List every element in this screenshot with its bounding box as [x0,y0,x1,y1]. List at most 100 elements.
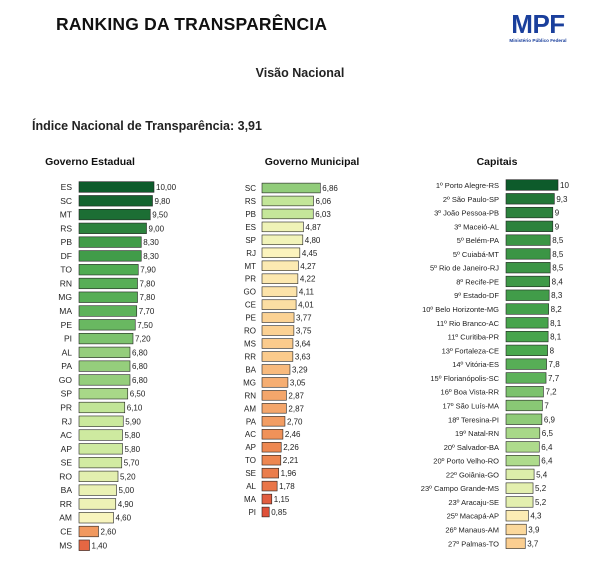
bar [505,413,543,425]
bar [78,443,123,455]
value-label: 7,80 [140,293,156,302]
value-label: 9,80 [155,197,171,206]
category-label: 5º Rio de Janeiro-RJ [430,264,499,273]
value-label: 2,46 [285,430,301,439]
bar [505,358,547,370]
category-label: 3º Maceió-AL [454,222,499,231]
bar [505,482,534,494]
category-label: PE [245,314,256,323]
chart-title-capitais: Capitais [477,156,518,168]
bar [261,390,287,401]
bar [261,493,273,505]
bar [505,523,527,536]
category-label: 11º Curitiba-PR [448,333,500,342]
value-label: 7 [544,401,549,410]
category-label: SE [245,469,256,478]
bar [78,484,117,496]
value-label: 9,00 [149,224,165,233]
value-label: 7,50 [137,321,153,330]
value-label: 6,80 [132,362,148,371]
category-label: 25º Macapá-AP [447,512,499,521]
bar [78,181,155,193]
bar [78,208,151,221]
value-label: 4,45 [302,249,318,258]
value-label: 2,87 [288,404,304,413]
bar [505,441,540,453]
bar [505,248,551,260]
bar [78,374,131,386]
value-label: 6,4 [541,457,553,466]
value-label: 8,3 [551,291,563,300]
value-label: 7,20 [135,335,151,344]
value-label: 8,1 [550,319,562,328]
bar [261,351,294,362]
category-label: 16º Boa Vista-RR [441,388,500,397]
category-label: GO [59,375,73,385]
category-label: PA [246,417,257,426]
category-label: MT [60,210,72,220]
subtitle: Visão Nacional [255,66,345,80]
category-label: 5º Belém-PA [457,236,499,245]
value-label: 3,75 [296,327,312,336]
mpf-logo: MPF Ministério Público Federal [502,10,574,44]
bar [261,273,299,284]
category-label: RR [244,352,256,361]
value-label: 5,90 [125,417,141,426]
value-label: 7,90 [140,266,156,275]
value-label: 6,03 [315,210,331,219]
bar [261,195,314,207]
category-label: GO [244,288,256,297]
category-label: MS [59,540,72,550]
category-label: 23º Aracaju-SE [448,498,499,507]
category-label: SE [61,458,73,468]
value-label: 6,10 [127,403,143,412]
value-label: 5,2 [535,498,547,507]
category-label: RN [244,391,256,400]
category-label: PE [61,320,73,330]
category-label: AP [61,444,73,454]
value-label: 3,77 [296,314,312,323]
value-label: 8,30 [143,252,159,261]
logo-text: MPF [511,9,565,39]
bar [78,470,119,482]
bar [261,234,304,246]
category-label: PB [245,210,256,219]
value-label: 8,4 [552,277,564,286]
bar [261,182,321,194]
bar [78,429,123,441]
bar [505,234,551,246]
value-label: 0,85 [271,508,287,517]
value-label: 9 [555,209,560,218]
national-index-label: Índice Nacional de Transparência: 3,91 [32,119,262,133]
value-label: 4,60 [116,514,132,523]
bar [505,496,534,508]
category-label: SP [245,236,256,245]
value-label: 10,00 [156,183,177,192]
value-label: 8 [550,346,555,355]
value-label: 5,80 [125,445,141,454]
value-label: 4,90 [118,500,134,509]
category-label: CE [60,527,72,537]
category-label: PB [61,237,73,247]
value-label: 2,60 [101,528,117,537]
value-label: 7,80 [140,279,156,288]
bar [78,195,153,207]
value-label: 3,05 [290,378,306,387]
value-label: 8,5 [552,264,564,273]
category-label: AL [62,347,73,357]
category-label: 8º Recife-PE [456,277,499,286]
bar [505,206,554,219]
value-label: 6,9 [544,415,556,424]
bar [505,386,544,398]
bar [505,179,559,191]
category-label: 5º Cuiabá-MT [453,250,500,259]
category-label: TO [245,456,256,465]
value-label: 8,30 [143,238,159,247]
category-label: PI [64,334,72,344]
bar [78,236,142,248]
category-label: 19º Natal-RN [455,429,499,438]
category-label: AM [244,404,256,413]
value-label: 7,2 [545,388,557,397]
bar [505,510,529,522]
category-label: SP [61,389,73,399]
